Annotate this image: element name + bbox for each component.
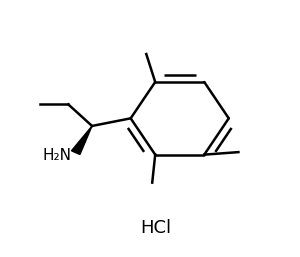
Text: HCl: HCl <box>140 219 172 237</box>
Polygon shape <box>71 126 92 154</box>
Text: H₂N: H₂N <box>42 148 71 163</box>
